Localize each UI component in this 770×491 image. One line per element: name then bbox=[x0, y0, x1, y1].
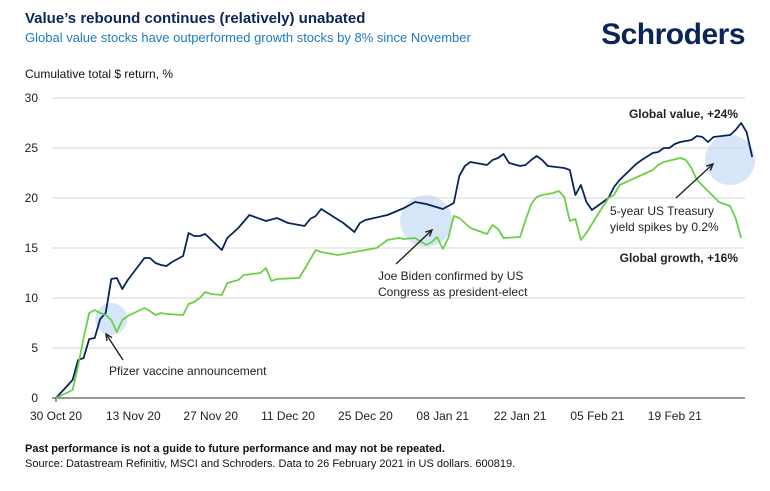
x-tick-label: 13 Nov 20 bbox=[106, 409, 161, 423]
biden-arrow-head bbox=[425, 228, 434, 237]
source-note: Source: Datastream Refinitiv, MSCI and S… bbox=[25, 458, 516, 470]
global-value-label: Global value, +24% bbox=[629, 107, 738, 121]
x-tick-label: 05 Feb 21 bbox=[570, 409, 624, 423]
x-tick-label: 19 Feb 21 bbox=[648, 409, 702, 423]
global-value-line bbox=[55, 122, 754, 399]
treasury-annotation-line-2: yield spikes by 0.2% bbox=[610, 220, 719, 234]
x-tick-label: 11 Dec 20 bbox=[261, 409, 315, 423]
pfizer-arrow bbox=[105, 333, 124, 361]
treasury-annotation-line-1: 5-year US Treasury bbox=[610, 204, 714, 218]
treasury-arrow-head bbox=[706, 162, 715, 171]
y-tick-label: 10 bbox=[25, 291, 39, 305]
y-tick-label: 20 bbox=[25, 191, 39, 205]
y-tick-label: 5 bbox=[31, 341, 38, 355]
y-axis-label: Cumulative total $ return, % bbox=[25, 67, 174, 81]
pfizer-annotation: Pfizer vaccine announcement bbox=[109, 364, 267, 378]
biden-annotation-line-1: Joe Biden confirmed by US bbox=[378, 269, 523, 283]
biden-arrow bbox=[395, 229, 433, 265]
x-tick-label: 27 Nov 20 bbox=[183, 409, 238, 423]
x-tick-label: 08 Jan 21 bbox=[416, 409, 469, 423]
highlight-circle-3 bbox=[705, 135, 756, 185]
schroders-logo: Schroders bbox=[601, 18, 745, 51]
y-tick-label: 15 bbox=[25, 241, 39, 255]
chart-subtitle: Global value stocks have outperformed gr… bbox=[25, 30, 471, 45]
global-growth-label: Global growth, +16% bbox=[620, 251, 739, 265]
y-tick-label: 25 bbox=[25, 141, 39, 155]
biden-annotation-line-2: Congress as president-elect bbox=[378, 285, 528, 299]
x-tick-label: 25 Dec 20 bbox=[338, 409, 393, 423]
treasury-arrow bbox=[675, 163, 714, 199]
y-tick-label: 30 bbox=[25, 91, 39, 105]
x-tick-label: 22 Jan 21 bbox=[494, 409, 547, 423]
pfizer-arrow-head bbox=[105, 332, 113, 342]
y-tick-label: 0 bbox=[31, 391, 38, 405]
chart-title: Value’s rebound continues (relatively) u… bbox=[25, 10, 366, 27]
disclaimer-note: Past performance is not a guide to futur… bbox=[25, 443, 445, 455]
x-tick-label: 30 Oct 20 bbox=[30, 409, 82, 423]
